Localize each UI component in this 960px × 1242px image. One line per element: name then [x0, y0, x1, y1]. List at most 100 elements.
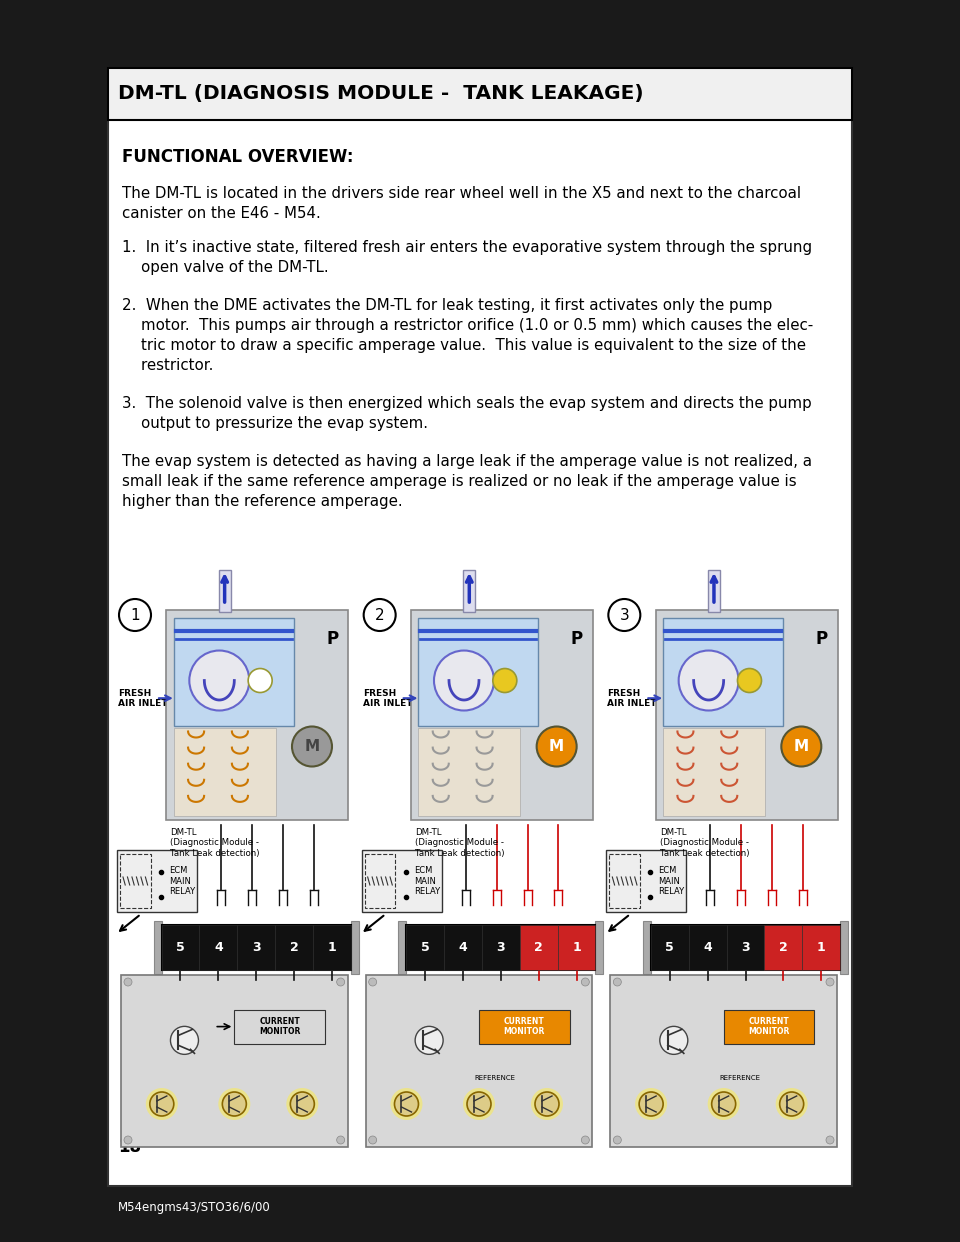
Bar	[708, 570, 720, 612]
Bar	[651, 925, 688, 970]
Circle shape	[535, 1092, 559, 1117]
Bar	[161, 925, 350, 970]
Text: M: M	[304, 739, 320, 754]
Text: 2: 2	[779, 941, 788, 954]
Bar	[406, 925, 595, 970]
Circle shape	[582, 1136, 589, 1144]
Text: REFERENCE: REFERENCE	[719, 1074, 760, 1081]
Bar	[419, 619, 539, 725]
Bar	[276, 925, 313, 970]
Bar	[366, 975, 592, 1148]
Text: M: M	[794, 739, 809, 754]
Circle shape	[613, 1136, 621, 1144]
Text: 1: 1	[131, 607, 140, 622]
Text: DM-TL (DIAGNOSIS MODULE -  TANK LEAKAGE): DM-TL (DIAGNOSIS MODULE - TANK LEAKAGE)	[118, 84, 643, 103]
Bar	[166, 610, 348, 820]
Text: ECM
MAIN
RELAY: ECM MAIN RELAY	[169, 866, 195, 895]
Circle shape	[286, 1088, 319, 1120]
Circle shape	[391, 1088, 422, 1120]
Bar	[663, 619, 783, 725]
Circle shape	[737, 668, 761, 693]
Text: small leak if the same reference amperage is realized or no leak if the amperage: small leak if the same reference amperag…	[122, 474, 797, 489]
Text: 3.  The solenoid valve is then energized which seals the evap system and directs: 3. The solenoid valve is then energized …	[122, 396, 812, 411]
Bar	[611, 975, 837, 1148]
Circle shape	[826, 977, 834, 986]
Bar	[724, 1010, 814, 1043]
Circle shape	[292, 727, 332, 766]
Bar	[419, 728, 520, 816]
Bar	[607, 850, 686, 912]
Text: 18: 18	[118, 1138, 141, 1156]
Text: 5: 5	[665, 941, 674, 954]
Circle shape	[337, 977, 345, 986]
Text: 1.  In it’s inactive state, filtered fresh air enters the evaporative system thr: 1. In it’s inactive state, filtered fres…	[122, 240, 812, 255]
Text: P: P	[816, 630, 828, 648]
Circle shape	[146, 1088, 178, 1120]
Text: 1: 1	[327, 941, 336, 954]
Bar	[656, 610, 838, 820]
Circle shape	[467, 1092, 491, 1117]
Circle shape	[639, 1092, 663, 1117]
Circle shape	[369, 1136, 376, 1144]
Bar	[406, 925, 444, 970]
Bar	[651, 925, 840, 970]
Text: M54engms43/STO36/6/00: M54engms43/STO36/6/00	[118, 1201, 271, 1213]
Bar	[444, 925, 482, 970]
Text: DM-TL
(Diagnostic Module -
Tank Leak detection): DM-TL (Diagnostic Module - Tank Leak det…	[415, 828, 505, 858]
Text: 5: 5	[176, 941, 185, 954]
Bar	[174, 619, 294, 725]
Bar	[234, 1010, 325, 1043]
Circle shape	[582, 977, 589, 986]
Text: motor.  This pumps air through a restrictor orifice (1.0 or 0.5 mm) which causes: motor. This pumps air through a restrict…	[122, 318, 813, 333]
Bar	[803, 925, 840, 970]
Text: 3: 3	[252, 941, 260, 954]
Circle shape	[660, 1026, 687, 1054]
Text: DM-TL
(Diagnostic Module -
Tank Leak detection): DM-TL (Diagnostic Module - Tank Leak det…	[170, 828, 260, 858]
Bar	[108, 68, 852, 1186]
Circle shape	[119, 599, 151, 631]
Circle shape	[415, 1026, 444, 1054]
Bar	[595, 922, 604, 974]
Bar	[482, 925, 519, 970]
Text: 1: 1	[817, 941, 826, 954]
Circle shape	[290, 1092, 314, 1117]
Text: restrictor.: restrictor.	[122, 358, 213, 373]
Text: higher than the reference amperage.: higher than the reference amperage.	[122, 494, 402, 509]
Bar	[237, 925, 276, 970]
Circle shape	[434, 651, 494, 710]
Text: 2: 2	[535, 941, 543, 954]
Bar	[688, 925, 727, 970]
Bar	[398, 922, 406, 974]
Circle shape	[609, 599, 640, 631]
Bar	[108, 68, 852, 120]
Circle shape	[780, 1092, 804, 1117]
Circle shape	[531, 1088, 563, 1120]
Circle shape	[711, 1092, 735, 1117]
Bar	[121, 975, 348, 1148]
Bar	[464, 570, 475, 612]
Circle shape	[218, 1088, 251, 1120]
Circle shape	[492, 668, 516, 693]
Bar	[643, 922, 651, 974]
Circle shape	[124, 977, 132, 986]
Bar	[362, 850, 442, 912]
Circle shape	[776, 1088, 807, 1120]
Bar	[200, 925, 237, 970]
Circle shape	[679, 651, 738, 710]
Bar	[154, 922, 161, 974]
Text: FUNCTIONAL OVERVIEW:: FUNCTIONAL OVERVIEW:	[122, 148, 353, 166]
Text: ECM
MAIN
RELAY: ECM MAIN RELAY	[659, 866, 684, 895]
Text: output to pressurize the evap system.: output to pressurize the evap system.	[122, 416, 428, 431]
Text: The DM-TL is located in the drivers side rear wheel well in the X5 and next to t: The DM-TL is located in the drivers side…	[122, 186, 802, 221]
Text: 3: 3	[619, 607, 629, 622]
Circle shape	[537, 727, 577, 766]
Text: 4: 4	[459, 941, 468, 954]
Circle shape	[171, 1026, 199, 1054]
Circle shape	[636, 1088, 667, 1120]
Circle shape	[826, 1136, 834, 1144]
Bar	[840, 922, 848, 974]
Text: CURRENT
MONITOR: CURRENT MONITOR	[504, 1017, 545, 1036]
Circle shape	[395, 1092, 419, 1117]
Bar	[727, 925, 764, 970]
Text: 2: 2	[374, 607, 384, 622]
